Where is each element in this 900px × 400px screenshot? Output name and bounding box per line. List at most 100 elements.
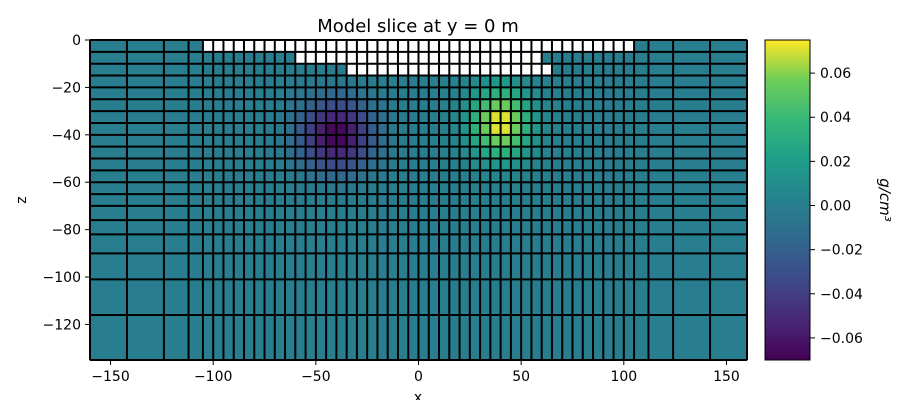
model-cell <box>188 220 204 235</box>
model-cell <box>572 146 584 159</box>
model-cell <box>213 158 224 171</box>
model-cell <box>541 205 553 221</box>
model-cell <box>469 220 481 235</box>
model-cell <box>510 63 522 76</box>
model-cell <box>710 87 748 100</box>
model-cell <box>233 279 245 316</box>
model-cell <box>336 279 347 316</box>
model-cell <box>126 40 165 53</box>
y-tick-label: −80 <box>51 223 81 239</box>
model-cell <box>202 279 214 316</box>
model-cell <box>274 234 286 254</box>
model-cell <box>326 170 337 183</box>
model-cell <box>295 314 306 361</box>
model-cell <box>469 205 481 221</box>
model-cell <box>223 182 235 195</box>
model-cell <box>213 146 224 159</box>
model-cell <box>295 111 306 124</box>
model-cell <box>710 134 748 147</box>
model-cell <box>346 40 358 53</box>
model-cell <box>582 182 594 195</box>
mesh-gridlines <box>89 39 748 361</box>
model-cell <box>285 314 296 361</box>
model-cell <box>408 40 419 53</box>
model-cell <box>428 253 440 280</box>
model-cell <box>531 314 542 361</box>
model-cell <box>367 234 378 254</box>
model-cell <box>562 182 573 195</box>
model-cell <box>623 205 635 221</box>
model-cell <box>356 205 368 221</box>
model-cell <box>562 170 573 183</box>
model-cell <box>397 51 409 64</box>
model-cell <box>233 146 245 159</box>
model-cell <box>397 75 409 88</box>
model-cell <box>418 87 430 100</box>
model-cell <box>188 75 204 88</box>
model-cell <box>439 63 450 76</box>
model-cell <box>449 279 460 316</box>
model-cell <box>202 75 214 88</box>
model-cell <box>603 194 614 207</box>
model-cell <box>90 253 128 280</box>
model-cell <box>387 111 399 124</box>
model-cell <box>449 87 460 100</box>
model-cell <box>418 158 430 171</box>
model-cell <box>305 220 317 235</box>
model-cell <box>202 63 214 76</box>
model-cell <box>710 40 748 53</box>
model-cell <box>623 122 635 136</box>
model-cell <box>551 205 563 221</box>
model-cell <box>346 279 358 316</box>
x-tick-label: 150 <box>713 369 740 385</box>
model-cell <box>274 75 286 88</box>
model-cell <box>213 40 224 53</box>
model-cell <box>673 111 711 124</box>
model-cell <box>648 75 674 88</box>
model-cell <box>469 111 481 124</box>
model-cell <box>90 63 128 76</box>
model-cell <box>449 194 460 207</box>
model-cell <box>510 194 522 207</box>
model-cell <box>243 182 255 195</box>
model-cell <box>90 99 128 112</box>
model-cell <box>397 170 409 183</box>
model-cell <box>264 87 276 100</box>
model-cell <box>603 40 614 53</box>
model-cell <box>326 134 337 147</box>
model-cell <box>397 205 409 221</box>
model-cell <box>305 205 317 221</box>
model-cell <box>305 314 317 361</box>
model-cell <box>233 234 245 254</box>
model-cell <box>459 253 471 280</box>
model-cell <box>126 279 165 316</box>
model-cell <box>562 146 573 159</box>
model-cell <box>254 205 265 221</box>
model-cell <box>480 182 491 195</box>
model-cell <box>562 75 573 88</box>
model-cell <box>469 87 481 100</box>
model-cell <box>613 51 625 64</box>
model-cell <box>490 146 501 159</box>
model-cell <box>254 279 265 316</box>
model-cell <box>188 122 204 136</box>
model-cell <box>90 205 128 221</box>
model-cell <box>572 170 584 183</box>
model-cell <box>243 87 255 100</box>
model-cell <box>188 134 204 147</box>
model-cell <box>315 87 327 100</box>
model-cell <box>356 182 368 195</box>
model-cell <box>603 182 614 195</box>
model-cell <box>710 51 748 64</box>
model-cell <box>562 51 573 64</box>
model-cell <box>449 205 460 221</box>
model-cell <box>428 314 440 361</box>
model-cell <box>459 234 471 254</box>
model-cell <box>326 146 337 159</box>
model-cell <box>408 220 419 235</box>
model-cell <box>521 205 532 221</box>
model-cell <box>213 111 224 124</box>
model-cell <box>710 122 748 136</box>
model-cell <box>648 170 674 183</box>
model-cell <box>490 205 501 221</box>
